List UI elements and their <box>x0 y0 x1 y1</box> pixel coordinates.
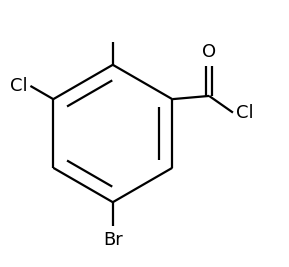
Text: Cl: Cl <box>10 77 27 95</box>
Text: Cl: Cl <box>236 104 254 121</box>
Text: Br: Br <box>103 231 123 249</box>
Text: O: O <box>202 43 216 61</box>
